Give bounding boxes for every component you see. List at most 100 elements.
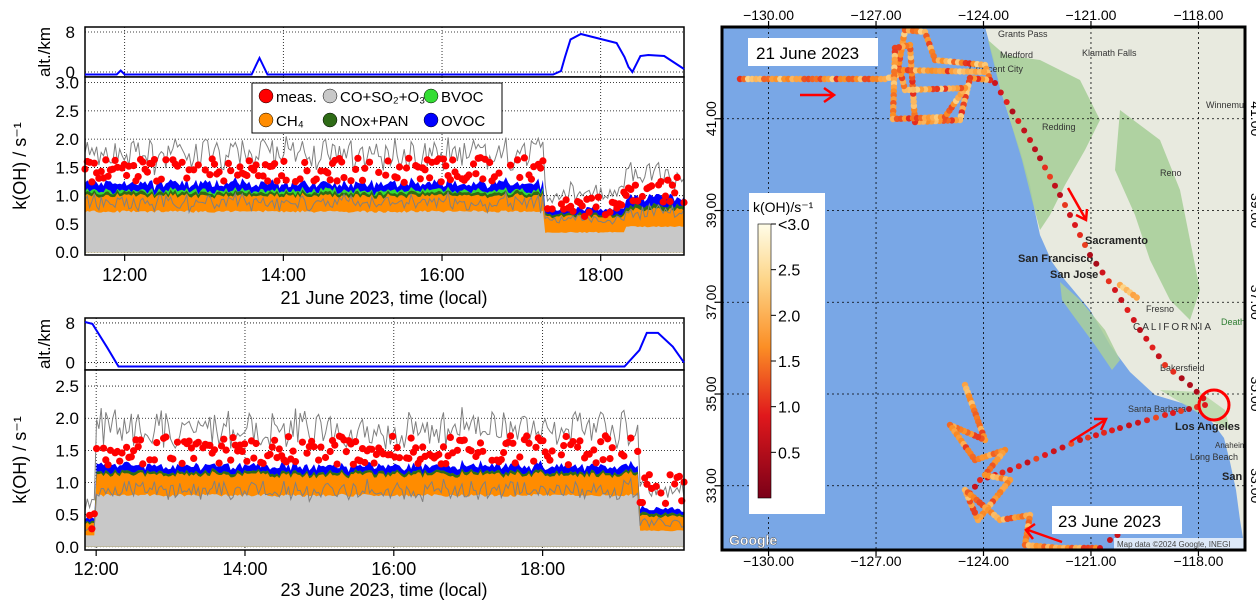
track-point-23-june xyxy=(1093,432,1099,439)
lon-tick-label-bottom: −118.00 xyxy=(1173,553,1223,569)
meas-point xyxy=(183,174,191,182)
track-point-21-june xyxy=(1187,382,1193,388)
legend-marker-inorganic xyxy=(322,88,338,104)
koh-panel-frame xyxy=(84,76,685,256)
meas-point xyxy=(222,446,230,454)
track-point-23-june xyxy=(1178,408,1184,414)
track-point-21-june xyxy=(1137,327,1143,333)
lon-tick-label-top: −121.00 xyxy=(1065,7,1116,23)
koh-tick-label: 2.0 xyxy=(55,409,79,428)
track-point-21-june xyxy=(1087,252,1093,258)
meas-point xyxy=(291,458,300,466)
meas-point xyxy=(150,456,158,464)
legend-marker-bvoc xyxy=(423,88,439,104)
meas-point xyxy=(375,168,383,176)
meas-point xyxy=(354,154,362,162)
meas-point xyxy=(153,439,161,447)
place-san-francisco: San Francisco xyxy=(1018,253,1093,265)
track-point-23-june xyxy=(1135,419,1141,426)
meas-point xyxy=(606,455,614,463)
track-point-21-june xyxy=(1178,375,1185,382)
meas-point xyxy=(143,168,151,176)
legend-label-bvoc: BVOC xyxy=(441,89,484,106)
forest-sierra xyxy=(1115,110,1200,320)
meas-point xyxy=(139,460,147,468)
meas-point xyxy=(578,202,586,210)
meas-point xyxy=(150,156,158,164)
track-point-21-june xyxy=(1003,99,1010,105)
track-point-21-june xyxy=(1133,294,1140,301)
meas-point xyxy=(435,450,443,459)
meas-point xyxy=(587,194,596,202)
legend-label-meas: meas. xyxy=(276,89,317,106)
track-point-21-june xyxy=(1047,173,1053,180)
meas-point xyxy=(405,454,413,462)
legend-label-ch4: CH₄ xyxy=(276,113,304,130)
meas-point xyxy=(476,439,485,447)
meas-point xyxy=(194,438,202,446)
lat-tick-label-right: 33.00 xyxy=(1248,468,1256,503)
koh-stacked-areas xyxy=(85,459,684,547)
home-base-marker xyxy=(1197,388,1231,422)
meas-point xyxy=(405,154,413,162)
track-point-23-june xyxy=(1007,467,1013,473)
place-grants-pass: Grants Pass xyxy=(998,29,1048,39)
meas-point xyxy=(97,167,105,175)
meas-point xyxy=(523,432,531,440)
colorbar-tick-label: 2.0 xyxy=(778,308,800,325)
track-point-23-june xyxy=(1077,437,1083,443)
meas-point xyxy=(93,445,101,453)
legend-marker-ch4 xyxy=(258,112,274,128)
flight-label-box xyxy=(1052,506,1182,534)
meas-point xyxy=(599,456,607,464)
meas-point xyxy=(352,165,360,173)
meas-point xyxy=(439,155,448,163)
envelope-lower-line xyxy=(84,190,685,225)
meas-point xyxy=(585,450,593,458)
colorbar-tick-label: 2.5 xyxy=(778,263,800,280)
meas-point xyxy=(88,525,96,533)
meas-point xyxy=(627,434,635,442)
meas-point xyxy=(99,444,108,452)
meas-point xyxy=(606,208,614,216)
meas-point xyxy=(206,171,214,179)
place-sacramento: Sacramento xyxy=(1085,235,1148,247)
meas-point xyxy=(90,510,98,518)
track-point-21-june xyxy=(1118,297,1125,303)
koh-tick-label: 2.5 xyxy=(55,377,79,396)
meas-point xyxy=(479,175,487,183)
meas-point xyxy=(296,175,304,183)
meas-point xyxy=(594,193,603,201)
meas-point xyxy=(259,459,267,467)
meas-point xyxy=(111,156,119,164)
meas-point xyxy=(217,442,226,450)
track-point-21-june xyxy=(997,89,1004,96)
forest-north xyxy=(988,40,1100,230)
meas-point xyxy=(185,437,193,445)
track-point-21-june xyxy=(1027,137,1033,143)
meas-point xyxy=(250,454,258,462)
track-point-21-june xyxy=(1130,317,1137,323)
meas-point xyxy=(289,447,297,455)
meas-point xyxy=(671,480,679,488)
meas-point xyxy=(472,170,480,178)
meas-point xyxy=(467,447,475,455)
koh-tick-label: 1.5 xyxy=(55,158,79,177)
meas-point xyxy=(123,443,131,451)
place-winnemucca: Winnemucca xyxy=(1206,100,1256,110)
track-point-21-june xyxy=(1112,287,1118,293)
track-point-21-june xyxy=(992,80,998,86)
koh-panel-frame xyxy=(84,369,685,551)
track-point-21-june xyxy=(1009,108,1016,115)
google-logo: Google xyxy=(729,532,777,548)
meas-point xyxy=(537,164,545,172)
inorganic-area xyxy=(85,493,684,547)
track-point-21-june xyxy=(1170,368,1177,375)
track-point-21-june xyxy=(1042,164,1048,171)
meas-point xyxy=(134,173,142,181)
place-san-jose: San Jose xyxy=(1050,269,1098,281)
lon-tick-label-top: −130.00 xyxy=(743,7,794,23)
alt-panel-frame xyxy=(84,26,685,78)
meas-point xyxy=(358,176,367,184)
direction-arrow xyxy=(1024,522,1063,544)
